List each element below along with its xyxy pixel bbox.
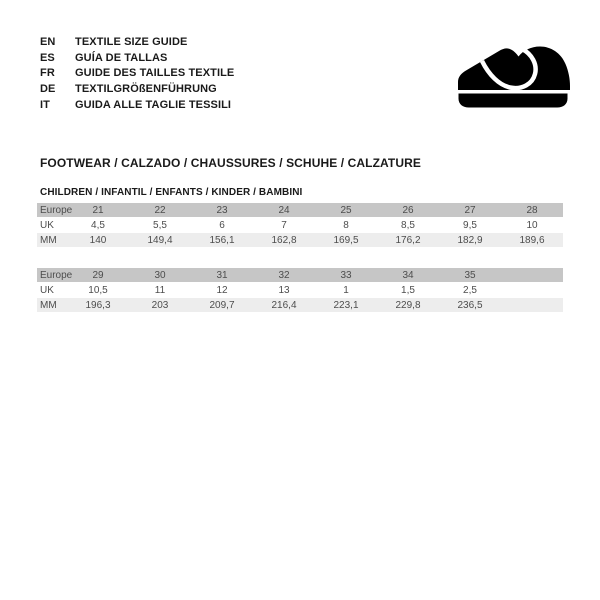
size-row-label: Europe <box>40 269 73 281</box>
language-code: ES <box>40 51 55 64</box>
size-value-cell: 229,8 <box>395 299 421 311</box>
size-value-cell <box>501 283 563 297</box>
size-value-cell: 203 <box>151 299 169 311</box>
size-value-cell: 196,3 <box>85 299 111 311</box>
size-value-cell: 26 <box>402 204 414 216</box>
language-guide-title: TEXTILGRÖßENFÜHRUNG <box>75 83 217 96</box>
size-value-cell: 7 <box>281 219 287 231</box>
language-code: IT <box>40 98 50 111</box>
size-value-cell: 35 <box>464 269 476 281</box>
language-row-en: EN TEXTILE SIZE GUIDE <box>40 36 234 52</box>
size-row-europe: Europe 21 22 23 24 25 26 27 28 <box>37 203 563 217</box>
size-value-cell <box>501 298 563 312</box>
size-value-cell: 140 <box>89 234 107 246</box>
size-row-label: MM <box>40 234 57 246</box>
size-value-cell <box>501 268 563 282</box>
size-value-cell: 34 <box>402 269 414 281</box>
size-value-cell: 209,7 <box>209 299 235 311</box>
size-value-cell: 6 <box>219 219 225 231</box>
shoe-sole-shape <box>458 93 568 108</box>
size-value-cell: 30 <box>154 269 166 281</box>
size-value-cell: 216,4 <box>271 299 297 311</box>
size-value-cell: 12 <box>216 284 228 296</box>
size-value-cell: 189,6 <box>519 234 545 246</box>
size-row-europe: Europe 29 30 31 32 33 34 35 <box>37 268 563 282</box>
size-value-cell: 1,5 <box>401 284 415 296</box>
size-value-cell: 223,1 <box>333 299 359 311</box>
size-table-1-body: Europe 21 22 23 24 25 26 27 28 UK 4,5 5,5 6 7 8 8,5 9,5 1… <box>37 203 563 247</box>
language-title-list: EN TEXTILE SIZE GUIDE ES GUÍA DE TALLAS FR GU… <box>40 36 234 114</box>
size-value-cell: 21 <box>92 204 104 216</box>
size-value-cell: 29 <box>92 269 104 281</box>
section-title: FOOTWEAR / CALZADO / CHAUSSURES / SCHUHE… <box>40 156 421 170</box>
size-value-cell: 11 <box>154 284 166 296</box>
children-shoe-icon <box>458 46 570 108</box>
size-value-cell: 22 <box>154 204 166 216</box>
size-value-cell: 1 <box>343 284 349 296</box>
language-guide-title: TEXTILE SIZE GUIDE <box>75 36 188 48</box>
size-row-label: UK <box>40 284 54 296</box>
size-value-cell: 9,5 <box>463 219 477 231</box>
language-row-it: IT GUIDA ALLE TAGLIE TESSILI <box>40 99 234 115</box>
language-code: EN <box>40 36 56 48</box>
size-value-cell: 33 <box>340 269 352 281</box>
size-value-cell: 24 <box>278 204 290 216</box>
size-row-label: MM <box>40 299 57 311</box>
size-row-mm: MM 196,3 203 209,7 216,4 223,1 229,8 236,5 <box>37 298 563 312</box>
size-value-cell: 32 <box>278 269 290 281</box>
size-row-label: UK <box>40 219 54 231</box>
children-size-table-1: Europe 21 22 23 24 25 26 27 28 UK 4,5 5,5 6 7 8 8,5 9,5 1… <box>37 202 563 248</box>
size-value-cell: 236,5 <box>457 299 483 311</box>
size-value-cell: 10,5 <box>88 284 108 296</box>
size-value-cell: 169,5 <box>333 234 359 246</box>
language-guide-title: GUÍA DE TALLAS <box>75 51 168 64</box>
language-code: FR <box>40 67 55 80</box>
language-row-es: ES GUÍA DE TALLAS <box>40 52 234 68</box>
size-row-uk: UK 10,5 11 12 13 1 1,5 2,5 <box>37 283 563 297</box>
size-value-cell: 182,9 <box>457 234 483 246</box>
size-row-uk: UK 4,5 5,5 6 7 8 8,5 9,5 10 <box>37 218 563 232</box>
size-table-2-body: Europe 29 30 31 32 33 34 35 UK 10,5 11 12 13 1 1,5 2,5 M… <box>37 268 563 312</box>
size-value-cell: 27 <box>464 204 476 216</box>
language-guide-title: GUIDA ALLE TAGLIE TESSILI <box>75 98 232 111</box>
size-value-cell: 31 <box>216 269 228 281</box>
size-value-cell: 25 <box>340 204 352 216</box>
language-guide-title: GUIDE DES TAILLES TEXTILE <box>75 67 235 80</box>
section-subtitle: CHILDREN / INFANTIL / ENFANTS / KINDER /… <box>40 187 303 198</box>
shoe-upper-shape <box>458 46 570 90</box>
shoe-strap-outline <box>479 46 538 91</box>
size-value-cell: 23 <box>216 204 228 216</box>
size-value-cell: 149,4 <box>147 234 173 246</box>
language-row-fr: FR GUIDE DES TAILLES TEXTILE <box>40 67 234 83</box>
language-row-de: DE TEXTILGRÖßENFÜHRUNG <box>40 83 234 99</box>
size-value-cell: 176,2 <box>395 234 421 246</box>
size-row-mm: MM 140 149,4 156,1 162,8 169,5 176,2 182,9 189,6 <box>37 233 563 247</box>
size-value-cell: 13 <box>278 284 290 296</box>
size-value-cell: 2,5 <box>463 284 477 296</box>
children-size-table-2: Europe 29 30 31 32 33 34 35 UK 10,5 11 12 13 1 1,5 2,5 M… <box>37 267 563 313</box>
size-value-cell: 162,8 <box>271 234 297 246</box>
size-value-cell: 8 <box>343 219 349 231</box>
size-value-cell: 4,5 <box>91 219 105 231</box>
size-value-cell: 28 <box>526 204 538 216</box>
size-value-cell: 5,5 <box>153 219 167 231</box>
size-value-cell: 8,5 <box>401 219 415 231</box>
size-value-cell: 10 <box>526 219 538 231</box>
size-value-cell: 156,1 <box>209 234 235 246</box>
size-row-label: Europe <box>40 204 73 216</box>
language-code: DE <box>40 83 56 96</box>
